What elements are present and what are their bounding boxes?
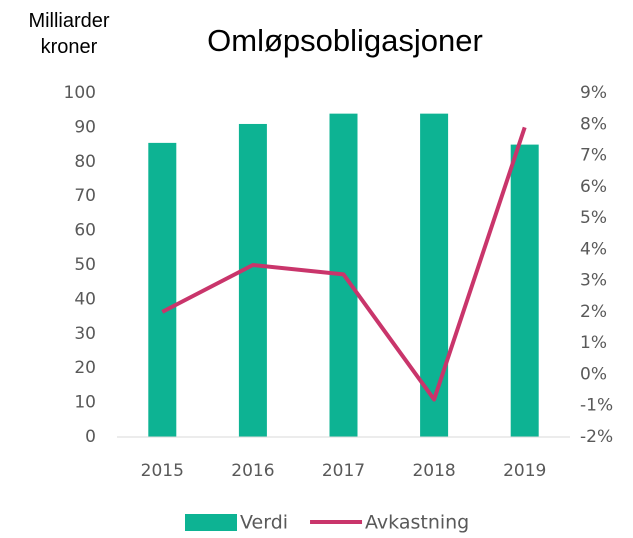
- y2-tick-label: 3%: [580, 271, 607, 291]
- y-tick-label: 10: [74, 393, 96, 413]
- y-axis-label: Milliarder kroner: [28, 10, 110, 58]
- legend-label: Avkastning: [365, 512, 469, 534]
- bar: [420, 113, 449, 437]
- legend-label: Verdi: [240, 512, 288, 534]
- x-tick-label: 2019: [503, 461, 546, 481]
- y2-tick-label: -2%: [580, 427, 613, 447]
- y2-tick-label: 4%: [580, 239, 607, 259]
- y2-tick-label: 0%: [580, 364, 607, 384]
- x-tick-label: 2018: [412, 461, 455, 481]
- line: [161, 126, 527, 402]
- x-tick-label: 2016: [231, 461, 274, 481]
- legend-swatch: [185, 514, 237, 531]
- y2-tick-label: 2%: [580, 302, 607, 322]
- y-tick-label: 90: [74, 117, 96, 137]
- bar: [510, 144, 539, 437]
- y2-tick-label: 9%: [580, 83, 607, 103]
- y2-tick-label: 8%: [580, 114, 607, 134]
- bar: [148, 142, 177, 437]
- y-tick-label: 70: [74, 186, 96, 206]
- y-tick-label: 40: [74, 289, 96, 309]
- y-tick-label: 0: [85, 427, 96, 447]
- y2-tick-label: 1%: [580, 333, 607, 353]
- y2-tick-label: 6%: [580, 177, 607, 197]
- y-tick-label: 80: [74, 152, 96, 172]
- bar: [238, 123, 267, 438]
- y-tick-label: 20: [74, 358, 96, 378]
- x-tick-label: 2015: [141, 461, 184, 481]
- y-tick-label: 60: [74, 221, 96, 241]
- y-tick-label: 50: [74, 255, 96, 275]
- x-tick-label: 2017: [322, 461, 365, 481]
- y2-tick-label: -1%: [580, 396, 613, 416]
- y-tick-label: 100: [64, 83, 96, 103]
- y2-tick-label: 5%: [580, 208, 607, 228]
- chart-title: Omløpsobligasjoner: [207, 23, 483, 58]
- y2-tick-label: 7%: [580, 146, 607, 166]
- y-tick-label: 30: [74, 324, 96, 344]
